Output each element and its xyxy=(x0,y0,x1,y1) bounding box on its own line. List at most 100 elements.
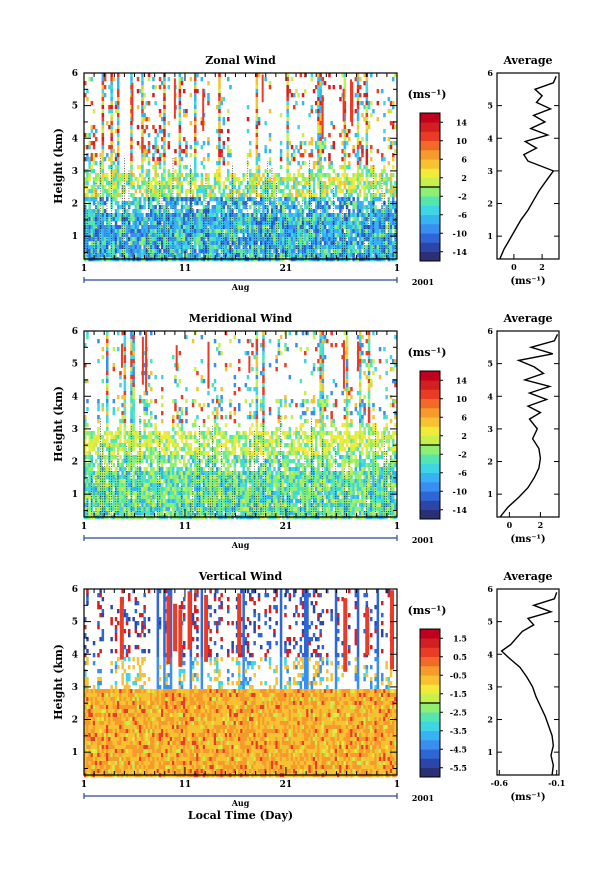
heatmap-cell xyxy=(187,495,190,500)
heatmap-cell xyxy=(306,249,309,254)
heatmap-cell xyxy=(367,205,371,210)
heatmap-cell xyxy=(323,137,327,142)
heatmap-cell xyxy=(310,197,314,202)
heatmap-cell xyxy=(389,185,393,190)
heatmap-cell xyxy=(112,229,116,234)
heatmap-cell xyxy=(112,225,116,230)
heatmap-cell xyxy=(178,503,182,508)
heatmap-cell xyxy=(216,173,219,178)
heatmap-cell xyxy=(339,249,342,254)
heatmap-cell xyxy=(211,217,215,222)
heatmap-cell xyxy=(169,213,173,218)
heatmap-cell xyxy=(337,173,340,178)
heatmap-cell xyxy=(110,77,113,82)
heatmap-cell xyxy=(163,249,166,254)
heatmap-cell xyxy=(345,197,349,202)
heatmap-cell xyxy=(218,73,221,78)
heatmap-cell xyxy=(365,197,369,202)
heatmap-cell xyxy=(163,97,166,102)
heatmap-cell xyxy=(345,213,349,218)
heatmap-cell xyxy=(152,85,155,90)
heatmap-cell xyxy=(354,205,358,210)
heatmap-cell xyxy=(125,229,129,234)
heatmap-cell xyxy=(117,471,120,476)
heatmap-cell xyxy=(141,479,144,484)
heatmap-cell xyxy=(136,225,140,230)
heatmap-cell xyxy=(154,507,157,512)
heatmap-cell xyxy=(319,93,322,98)
heatmap-cell xyxy=(143,431,146,436)
heatmap-cell xyxy=(156,201,160,206)
heatmap-cell xyxy=(165,201,168,206)
heatmap-cell xyxy=(101,157,105,162)
heatmap-cell xyxy=(268,137,272,142)
heatmap-cell xyxy=(172,217,175,222)
heatmap-cell xyxy=(169,201,173,206)
heatmap-cell xyxy=(216,177,219,182)
heatmap-cell xyxy=(286,237,289,242)
heatmap-cell xyxy=(172,233,175,238)
heatmap-cell xyxy=(374,205,377,210)
heatmap-cell xyxy=(262,201,265,206)
heatmap-cell xyxy=(128,225,131,230)
heatmap-cell xyxy=(378,197,382,202)
heatmap-cell xyxy=(176,201,179,206)
heatmap-cell xyxy=(266,173,270,178)
heatmap-cell xyxy=(394,181,397,186)
heatmap-cell xyxy=(361,217,364,222)
heatmap-cell xyxy=(332,233,336,238)
heatmap-cell xyxy=(317,157,320,162)
heatmap-cell xyxy=(323,213,327,218)
heatmap-cell xyxy=(194,419,197,424)
heatmap-cell xyxy=(354,233,358,238)
heatmap-cell xyxy=(92,499,96,504)
heatmap-cell xyxy=(86,487,89,492)
heatmap-cell xyxy=(86,503,89,508)
heatmap-cell xyxy=(141,105,144,110)
heatmap-cell xyxy=(110,185,113,190)
heatmap-cell xyxy=(86,225,89,230)
heatmap-cell xyxy=(194,507,197,512)
heatmap-cell xyxy=(288,209,292,214)
heatmap-cell xyxy=(304,241,307,246)
heatmap-cell xyxy=(394,213,397,218)
heatmap-cell xyxy=(117,161,120,166)
heatmap-cell xyxy=(198,503,201,508)
heatmap-cell xyxy=(84,343,87,348)
heatmap-cell xyxy=(290,217,294,222)
heatmap-cell xyxy=(268,85,272,90)
heatmap-cell xyxy=(147,145,151,150)
heatmap-cell xyxy=(88,165,91,170)
heatmap-cell xyxy=(389,101,393,106)
heatmap-cell xyxy=(370,101,373,106)
heatmap-cell xyxy=(119,499,122,504)
colorbar-swatch xyxy=(420,150,440,160)
heatmap-cell xyxy=(84,511,87,516)
heatmap-cell xyxy=(354,241,358,246)
heatmap-cell xyxy=(330,201,333,206)
heatmap-cell xyxy=(114,495,118,500)
heatmap-cell xyxy=(352,217,355,222)
heatmap-cell xyxy=(266,185,270,190)
heatmap-cell xyxy=(152,177,155,182)
heatmap-cell xyxy=(114,503,118,508)
heatmap-cell xyxy=(161,395,164,400)
heatmap-cell xyxy=(90,475,94,480)
heatmap-cell xyxy=(207,193,210,198)
heatmap-cell xyxy=(255,129,259,134)
heatmap-cell xyxy=(264,149,267,154)
heatmap-cell xyxy=(154,177,157,182)
heatmap-cell xyxy=(167,173,171,178)
heatmap-cell xyxy=(233,185,237,190)
heatmap-cell xyxy=(163,165,166,170)
heatmap-cell xyxy=(200,471,204,476)
heatmap-cell xyxy=(95,225,98,230)
heatmap-cell xyxy=(130,253,133,258)
heatmap-cell xyxy=(293,149,296,154)
heatmap-cell xyxy=(255,225,259,230)
heatmap-cell xyxy=(174,169,177,174)
heatmap-cell xyxy=(132,209,135,214)
heatmap-cell xyxy=(288,245,292,250)
heatmap-cell xyxy=(235,225,239,230)
heatmap-cell xyxy=(257,157,261,162)
